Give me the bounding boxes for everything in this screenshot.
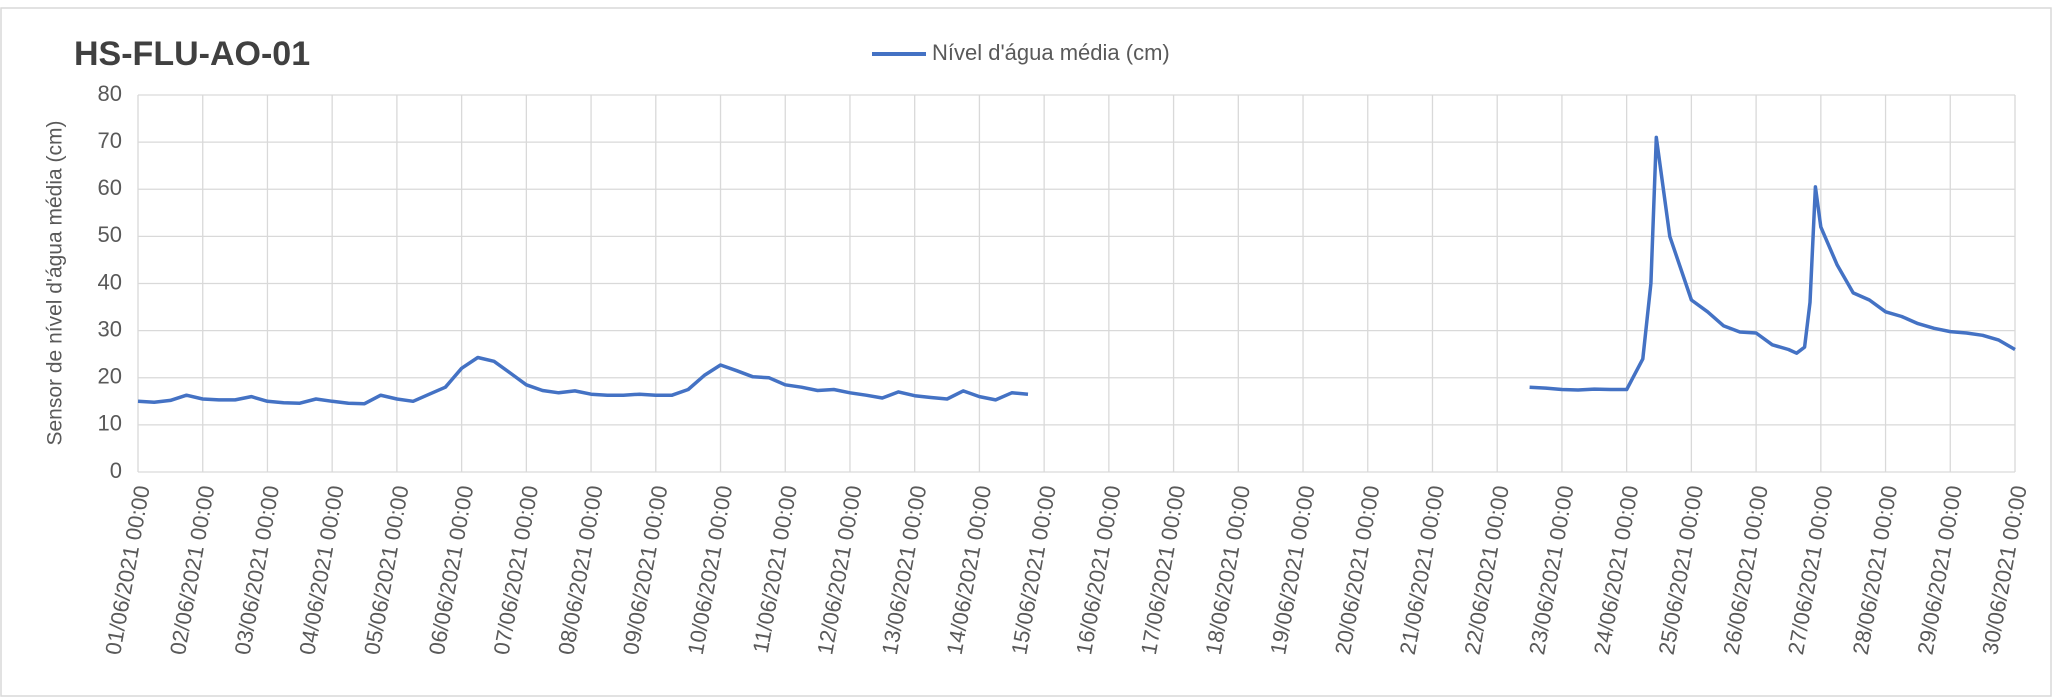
y-axis-label: Sensor de nível d'água média (cm) (44, 120, 67, 445)
chart-border (0, 7, 2052, 697)
legend-label: Nível d'água média (cm) (932, 40, 1170, 65)
y-tick-label: 70 (98, 128, 122, 153)
y-tick-label: 10 (98, 411, 122, 436)
data-line (137, 135, 2016, 406)
y-tick-label: 0 (110, 458, 122, 483)
y-tick-label: 60 (98, 175, 122, 200)
y-tick-label: 80 (98, 81, 122, 106)
y-tick-label: 20 (98, 364, 122, 389)
y-tick-label: 40 (98, 269, 122, 294)
y-tick-label: 50 (98, 222, 122, 247)
chart-title: HS-FLU-AO-01 (74, 35, 310, 73)
y-tick-label: 30 (98, 316, 122, 341)
